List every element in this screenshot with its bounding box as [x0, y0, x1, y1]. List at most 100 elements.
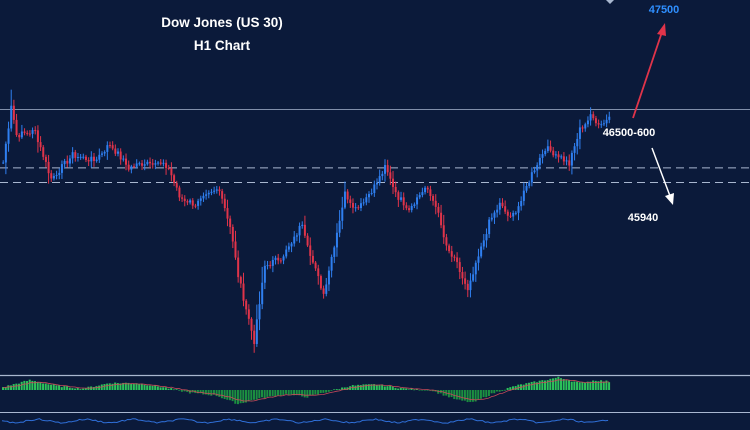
- macd-bar: [58, 385, 61, 390]
- macd-bar: [279, 390, 282, 396]
- candle: [298, 222, 301, 243]
- candle: [517, 201, 520, 221]
- candle: [170, 162, 173, 182]
- macd-bar: [135, 383, 138, 390]
- macd-bar: [124, 382, 127, 390]
- candle: [605, 114, 608, 128]
- macd-bar: [140, 383, 143, 390]
- macd-bar: [263, 390, 266, 399]
- candle: [84, 154, 87, 163]
- candle: [349, 195, 352, 208]
- candle: [386, 159, 389, 176]
- candle: [410, 203, 413, 213]
- candle: [263, 260, 266, 290]
- candle: [365, 193, 368, 206]
- candle: [456, 252, 459, 269]
- macd-bar: [71, 388, 74, 390]
- macd-bar: [52, 384, 55, 390]
- macd-bar: [343, 387, 346, 390]
- macd-bar: [407, 389, 410, 391]
- candle: [335, 223, 338, 257]
- candle: [175, 180, 178, 191]
- macd-bar: [293, 390, 296, 396]
- candle: [466, 279, 469, 298]
- candle: [498, 198, 501, 215]
- macd-bar: [431, 390, 434, 392]
- candle: [597, 119, 600, 129]
- macd-bar: [536, 382, 538, 390]
- candle: [541, 149, 544, 164]
- macd-bar: [274, 390, 277, 397]
- candle: [319, 274, 322, 291]
- macd-bar: [541, 380, 544, 390]
- macd-bar: [527, 382, 530, 390]
- candle: [413, 202, 416, 209]
- candle: [381, 171, 384, 181]
- candle: [71, 147, 74, 164]
- macd-bar: [223, 390, 226, 400]
- chart-subtitle: H1 Chart: [194, 38, 251, 53]
- candle: [538, 153, 541, 170]
- candle: [186, 199, 189, 206]
- macd-bar: [196, 390, 199, 394]
- candle: [221, 188, 224, 204]
- macd-bar: [538, 380, 541, 390]
- candle: [82, 153, 85, 160]
- macd-bar: [509, 387, 512, 390]
- candle: [47, 154, 50, 184]
- candle: [584, 122, 587, 132]
- macd-bar: [357, 384, 360, 390]
- candle: [359, 198, 362, 212]
- macd-bar: [242, 390, 245, 404]
- candle: [197, 198, 200, 210]
- macd-bar: [252, 390, 255, 400]
- macd-bar: [50, 384, 53, 390]
- candle: [586, 116, 589, 128]
- macd-bar: [258, 390, 261, 399]
- candle: [373, 180, 376, 197]
- macd-bar: [544, 380, 547, 390]
- candle: [448, 243, 451, 254]
- macd-bar: [466, 390, 469, 403]
- candle: [277, 253, 280, 265]
- candle: [418, 192, 421, 200]
- candle: [322, 285, 325, 299]
- candle: [496, 204, 499, 218]
- macd-bar: [576, 381, 579, 390]
- candle: [109, 141, 111, 149]
- candle: [125, 153, 128, 171]
- macd-bar: [164, 387, 167, 390]
- macd-bar: [333, 389, 336, 390]
- candle: [576, 133, 579, 155]
- candle: [223, 193, 226, 212]
- candle: [207, 190, 210, 199]
- candle: [138, 161, 141, 166]
- macd-bar: [298, 390, 301, 396]
- macd-bar: [455, 390, 458, 400]
- candle: [279, 258, 282, 264]
- candle: [357, 205, 360, 211]
- candle: [445, 233, 448, 251]
- macd-bar: [148, 385, 151, 390]
- macd-bar: [82, 388, 85, 390]
- macd-bar: [597, 381, 600, 390]
- macd-bar: [287, 390, 290, 396]
- macd-bar: [15, 383, 18, 390]
- macd-bar: [378, 384, 381, 390]
- macd-bar: [397, 388, 400, 390]
- candle: [520, 196, 523, 211]
- candle: [578, 119, 581, 150]
- macd-bar: [386, 386, 389, 390]
- macd-bar: [180, 390, 183, 392]
- macd-bar: [458, 390, 461, 400]
- candle: [92, 152, 95, 167]
- candle: [28, 130, 31, 137]
- macd-bar: [517, 384, 520, 390]
- macd-bar: [20, 381, 23, 390]
- macd-bar: [127, 382, 130, 390]
- macd-bar: [271, 390, 274, 397]
- macd-bar: [365, 384, 368, 390]
- macd-bar: [84, 388, 87, 390]
- candle: [76, 153, 79, 162]
